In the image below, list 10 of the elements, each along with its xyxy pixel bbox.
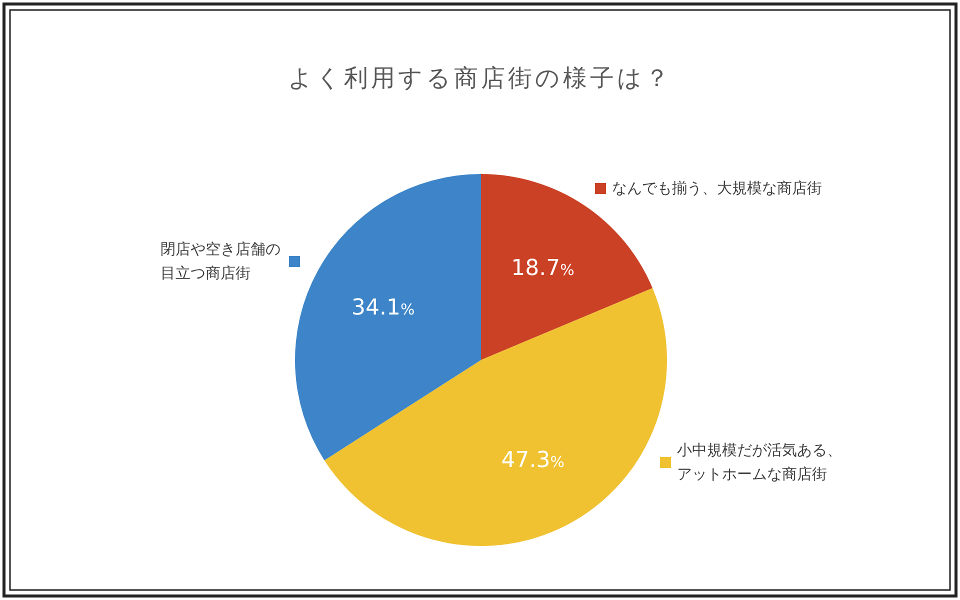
chart-title: よく利用する商店街の様子は？ xyxy=(288,64,672,92)
legend-label: 小中規模だが活気ある、アットホームな商店街 xyxy=(676,440,843,486)
legend-item: 閉店や空き店舗の目立つ商店街 xyxy=(160,237,300,286)
data-label: 47.3% xyxy=(501,448,564,473)
data-label: 34.1% xyxy=(351,295,415,320)
legend-label: なんでも揃う、大規模な商店街 xyxy=(612,178,822,200)
legend-item: 小中規模だが活気ある、アットホームな商店街 xyxy=(660,438,845,486)
slice-label: 閉店や空き店舗の目立つ商店街 xyxy=(160,239,282,284)
legend-item: なんでも揃う、大規模な商店街 xyxy=(595,176,822,200)
data-label: 18.7% xyxy=(511,256,574,282)
